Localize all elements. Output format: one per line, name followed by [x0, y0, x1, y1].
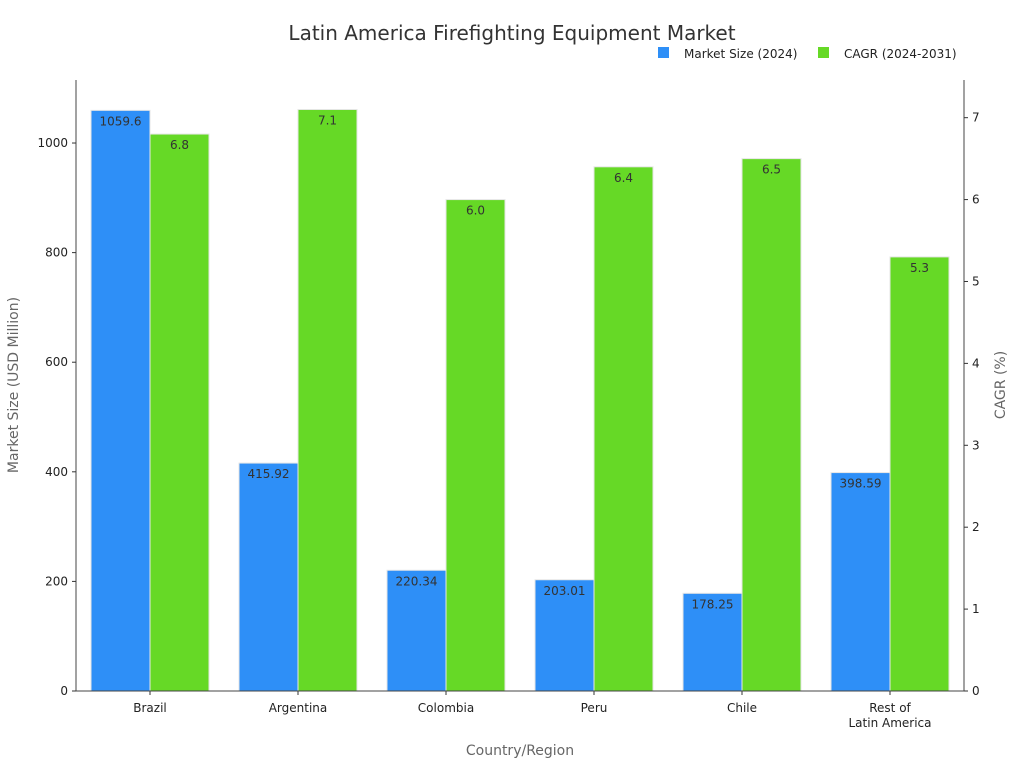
x-axis-label: Country/Region	[466, 743, 574, 759]
bar-market-size	[386, 569, 447, 692]
legend-label: Market Size (2024)	[684, 47, 797, 61]
legend-swatch	[658, 47, 669, 58]
legend-label: CAGR (2024-2031)	[844, 47, 957, 61]
y2-tick-label: 7	[972, 111, 980, 125]
bar-market-size	[830, 472, 891, 692]
bar-cagr	[593, 166, 654, 692]
bar-market-size	[90, 109, 151, 692]
y2-tick-label: 3	[972, 438, 980, 452]
bar-market-size	[534, 579, 595, 692]
data-label: 7.1	[318, 113, 337, 127]
data-label: 203.01	[544, 584, 586, 598]
y-tick-label: 400	[45, 465, 68, 479]
y2-tick-label: 1	[972, 602, 980, 616]
data-label: 6.0	[466, 204, 485, 218]
data-label: 220.34	[396, 574, 438, 588]
data-label: 1059.6	[100, 114, 142, 128]
bar-market-size	[682, 592, 743, 692]
y2-axis-label: CAGR (%)	[993, 351, 1009, 419]
chart-title: Latin America Firefighting Equipment Mar…	[288, 21, 735, 45]
bar-market-size	[238, 462, 299, 692]
y-tick-label: 800	[45, 246, 68, 260]
x-tick-label: Peru	[581, 701, 608, 715]
y2-tick-label: 5	[972, 274, 980, 288]
y-axis-label: Market Size (USD Million)	[6, 297, 22, 473]
data-label: 415.92	[248, 467, 290, 481]
x-tick-label: Colombia	[418, 701, 474, 715]
y-tick-label: 1000	[37, 136, 68, 150]
y2-tick-label: 6	[972, 193, 980, 207]
bar-cagr	[297, 108, 358, 692]
x-tick-label: Rest of Latin America	[849, 701, 932, 730]
data-label: 178.25	[692, 597, 734, 611]
bar-cagr	[889, 256, 950, 692]
y-tick-label: 600	[45, 355, 68, 369]
x-tick-label: Argentina	[269, 701, 328, 715]
data-label: 6.5	[762, 163, 781, 177]
data-label: 5.3	[910, 261, 929, 275]
data-label: 6.8	[170, 138, 189, 152]
data-label: 6.4	[614, 171, 633, 185]
legend-swatch	[818, 47, 829, 58]
data-label: 398.59	[840, 477, 882, 491]
legend: Market Size (2024) CAGR (2024-2031)	[658, 47, 957, 61]
y-tick-label: 0	[60, 684, 68, 698]
bar-cagr	[445, 199, 506, 692]
x-tick-label: Brazil	[133, 701, 167, 715]
y-tick-label: 200	[45, 574, 68, 588]
x-tick-label: Chile	[727, 701, 757, 715]
bar-cagr	[741, 158, 802, 692]
y2-tick-label: 2	[972, 520, 980, 534]
y2-tick-label: 0	[972, 684, 980, 698]
bar-cagr	[149, 133, 210, 692]
y2-tick-label: 4	[972, 356, 980, 370]
